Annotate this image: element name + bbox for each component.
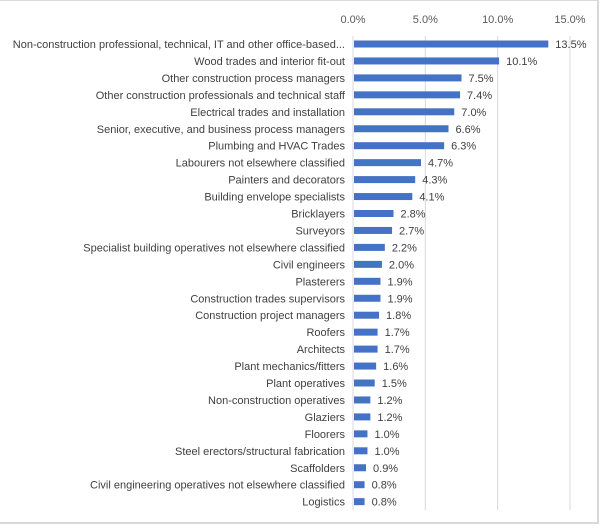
bar [354, 57, 500, 65]
bar [354, 413, 371, 421]
category-label: Painters and decorators [228, 175, 345, 187]
bar [354, 379, 375, 387]
category-label: Specialist building operatives not elsew… [83, 242, 345, 254]
x-tick-label: 15.0% [554, 14, 585, 26]
data-label: 1.2% [377, 395, 402, 407]
bar [354, 226, 393, 234]
category-label: Electrical trades and installation [190, 107, 345, 119]
bar [354, 176, 416, 184]
category-label: Architects [297, 344, 346, 356]
category-label: Civil engineering operatives not elsewhe… [90, 480, 345, 492]
bar [354, 260, 382, 268]
category-label: Scaffolders [290, 463, 345, 475]
category-label: Plant mechanics/fitters [234, 361, 345, 373]
bar [354, 464, 367, 472]
data-label: 0.9% [373, 463, 398, 475]
data-label: 4.7% [428, 158, 453, 170]
data-label: 1.0% [374, 446, 399, 458]
data-label: 1.9% [387, 293, 412, 305]
category-label: Floorers [305, 429, 346, 441]
data-label: 4.1% [419, 192, 444, 204]
data-label: 7.5% [469, 73, 494, 85]
bar [354, 277, 381, 285]
category-label: Glaziers [305, 412, 346, 424]
data-label: 1.7% [385, 344, 410, 356]
data-label: 1.9% [387, 276, 412, 288]
category-label: Bricklayers [291, 209, 345, 221]
category-label: Construction project managers [195, 310, 345, 322]
data-label: 2.7% [399, 225, 424, 237]
bar [354, 108, 455, 116]
data-label: 0.8% [372, 497, 397, 509]
category-label: Other construction professionals and tec… [96, 90, 346, 102]
bar [354, 74, 462, 82]
data-label: 13.5% [555, 39, 586, 51]
data-label: 1.0% [374, 429, 399, 441]
bar [354, 447, 368, 455]
bar [354, 91, 461, 99]
category-label: Roofers [306, 327, 345, 339]
data-label: 2.8% [401, 209, 426, 221]
data-label: 1.5% [382, 378, 407, 390]
x-tick-label: 10.0% [482, 14, 513, 26]
bar [354, 243, 385, 251]
data-label: 10.1% [506, 56, 537, 68]
data-label: 1.6% [383, 361, 408, 373]
bar [354, 125, 449, 133]
bar [354, 362, 377, 370]
category-label: Plasterers [295, 276, 345, 288]
category-label: Surveyors [295, 225, 345, 237]
bar [354, 311, 380, 319]
bar [354, 294, 381, 302]
bar [354, 193, 413, 201]
bar [354, 481, 365, 489]
bars [354, 40, 549, 506]
data-label: 1.8% [386, 310, 411, 322]
category-label: Logistics [302, 497, 345, 509]
data-label: 0.8% [372, 480, 397, 492]
bar [354, 345, 378, 353]
bar [354, 430, 368, 438]
category-label: Building envelope specialists [204, 192, 345, 204]
data-label: 1.2% [377, 412, 402, 424]
x-axis-ticks: 0.0% 5.0% 10.0% 15.0% [340, 14, 585, 26]
data-label: 1.7% [385, 327, 410, 339]
bar [354, 142, 445, 150]
bar [354, 40, 549, 48]
bar [354, 210, 394, 217]
category-label: Non-construction operatives [208, 395, 345, 407]
category-label: Steel erectors/structural fabrication [175, 446, 345, 458]
bar [354, 159, 421, 167]
x-tick-label: 5.0% [413, 14, 438, 26]
bar [354, 328, 378, 336]
data-labels: 13.5% 10.1% 7.5% 7.4% 7.0% 6.6% 6.3% 4.7% 4.3% 4.… [372, 39, 587, 509]
x-tick-label: 0.0% [340, 14, 365, 26]
category-label: Construction trades supervisors [190, 293, 345, 305]
category-label: Plant operatives [266, 378, 345, 390]
category-label: Other construction process managers [162, 73, 346, 85]
category-label: Wood trades and interior fit-out [194, 56, 345, 68]
category-labels: Non-construction professional, technical… [13, 39, 346, 509]
category-label: Civil engineers [273, 259, 346, 271]
category-label: Plumbing and HVAC Trades [208, 141, 345, 153]
category-label: Labourers not elsewhere classified [176, 158, 345, 170]
data-label: 4.3% [422, 175, 447, 187]
data-label: 2.0% [389, 259, 414, 271]
category-label: Senior, executive, and business process … [97, 124, 346, 136]
bar [354, 498, 365, 506]
category-label: Non-construction professional, technical… [13, 39, 345, 51]
data-label: 6.6% [455, 124, 480, 136]
bar [354, 396, 371, 404]
data-label: 7.4% [467, 90, 492, 102]
data-label: 6.3% [451, 141, 476, 153]
data-label: 2.2% [392, 242, 417, 254]
data-label: 7.0% [461, 107, 486, 119]
